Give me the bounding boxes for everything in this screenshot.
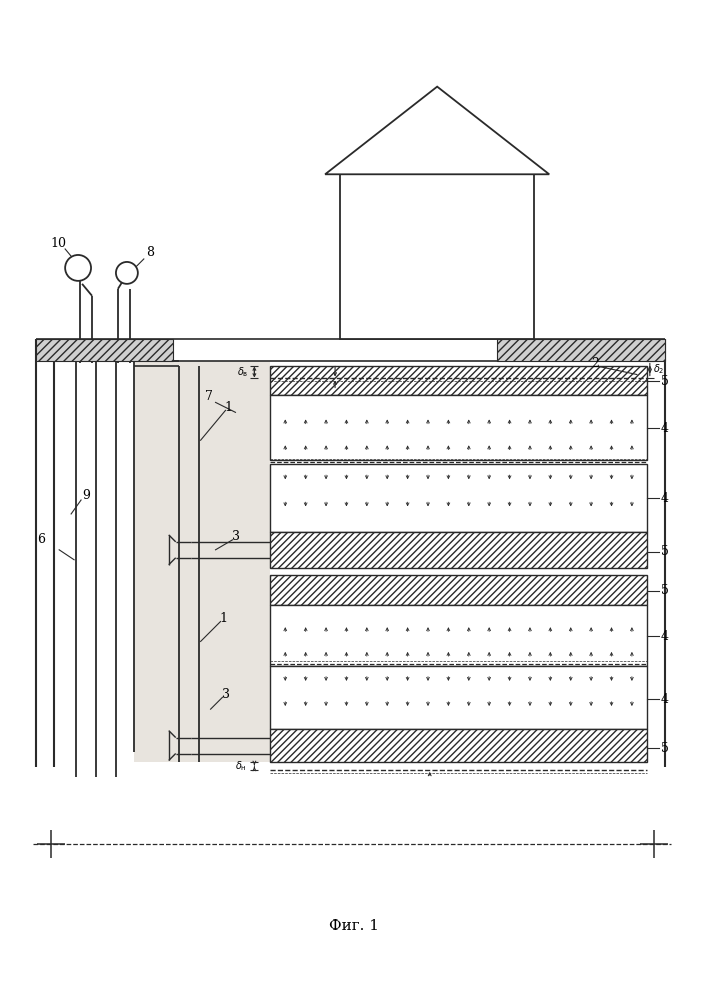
Text: $\delta_{\rm н}$: $\delta_{\rm н}$ [235,759,246,773]
Text: 3: 3 [221,688,230,701]
Text: 1: 1 [225,401,233,414]
Text: 2: 2 [591,357,599,370]
Text: 3: 3 [233,530,240,543]
Bar [270,605,647,666]
Text: 6: 6 [37,533,45,546]
Circle shape [65,255,91,281]
Text: 5: 5 [661,545,669,558]
Bar [270,464,647,532]
Polygon shape [325,87,549,174]
Text: 4: 4 [661,492,669,505]
Text: 4: 4 [661,630,669,643]
Bar [270,729,647,762]
Bar [270,395,647,460]
Text: $\delta_{\rm в}$: $\delta_{\rm в}$ [237,365,248,379]
Text: $\delta_2$: $\delta_2$ [653,363,665,376]
Text: 1: 1 [219,612,228,625]
Bar [270,666,647,729]
Text: 9: 9 [82,489,90,502]
Bar [270,366,647,395]
Bar [498,339,665,361]
Text: 4: 4 [661,422,669,435]
Text: 5: 5 [661,584,669,597]
Text: 8: 8 [146,246,154,259]
Text: 7: 7 [204,390,213,403]
Text: 10: 10 [50,237,66,250]
Bar [134,361,270,762]
Text: 5: 5 [661,375,669,388]
Text: Фиг. 1: Фиг. 1 [329,919,379,933]
Bar [270,575,647,605]
Text: 4: 4 [661,693,669,706]
Bar [270,532,647,568]
Bar [36,339,173,361]
Circle shape [116,262,138,284]
Bar [340,174,534,339]
Text: 5: 5 [661,742,669,755]
